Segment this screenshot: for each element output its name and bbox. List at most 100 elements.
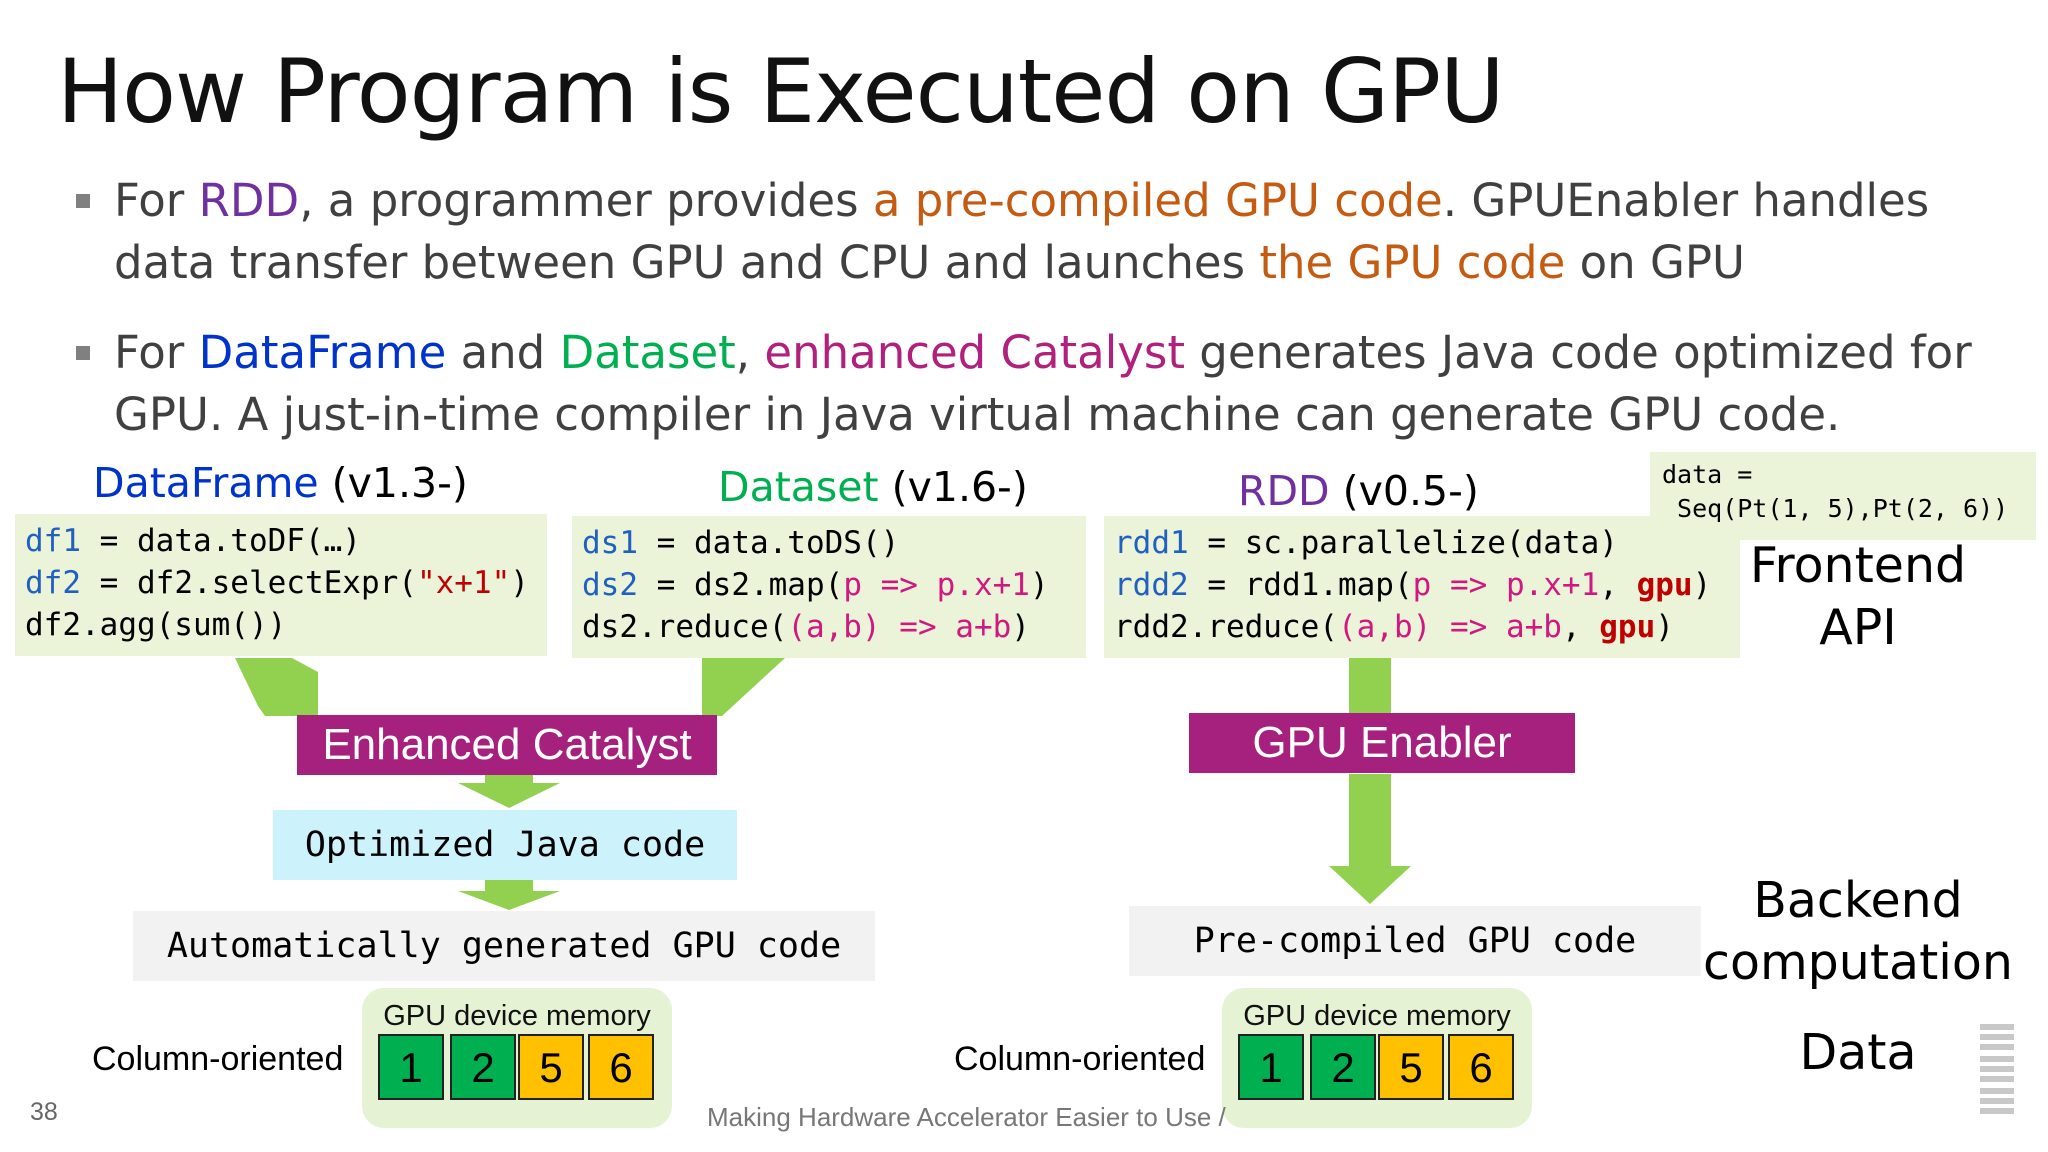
backend-computation-label: Backend computation xyxy=(1700,870,2016,994)
code-token: rdd1 xyxy=(1114,525,1189,561)
bullet-text: , a programmer provides xyxy=(299,174,873,227)
code-token: , xyxy=(1561,609,1600,645)
code-token: gpu xyxy=(1599,609,1656,645)
code-token: ds1 xyxy=(582,525,638,561)
code-token: = sc.parallelize(data) xyxy=(1188,525,1618,561)
bullet-text: on GPU xyxy=(1565,236,1745,289)
precompiled-term: a pre-compiled GPU code xyxy=(872,174,1443,227)
data-label: Data xyxy=(1799,1024,1917,1081)
code-token: = ds2.map( xyxy=(638,567,844,603)
enhanced-catalyst-box: Enhanced Catalyst xyxy=(297,715,717,775)
arrow-dataframe-to-catalyst xyxy=(235,658,318,716)
gpu-enabler-box: GPU Enabler xyxy=(1189,713,1575,773)
dataset-term: Dataset xyxy=(559,326,736,379)
dataframe-version: (v1.3-) xyxy=(318,459,468,507)
code-token: ) xyxy=(510,565,529,601)
rdd-code: rdd1 = sc.parallelize(data) rdd2 = rdd1.… xyxy=(1104,516,1740,658)
rdd-header: RDD (v0.5-) xyxy=(1238,467,1479,515)
dataframe-term: DataFrame xyxy=(198,326,447,379)
arrow-java-to-gpucode xyxy=(458,879,560,910)
code-token: "x+1" xyxy=(416,565,511,601)
column-oriented-label-right: Column-oriented xyxy=(954,1040,1206,1078)
bullet-text: For xyxy=(114,326,199,379)
memory-cell: 5 xyxy=(1378,1034,1444,1100)
code-token: ) xyxy=(1692,567,1712,603)
code-token: rdd2 xyxy=(1114,567,1189,603)
code-token: p => p.x+1 xyxy=(1412,567,1600,603)
code-token: = data.toDS() xyxy=(638,525,900,561)
label-line: Frontend xyxy=(1749,537,1967,594)
memory-cell: 2 xyxy=(450,1034,516,1100)
code-token: data = xyxy=(1662,460,1753,489)
code-token: ) xyxy=(1029,567,1049,603)
gpu-memory-title: GPU device memory xyxy=(1243,1000,1511,1032)
dataset-header: Dataset (v1.6-) xyxy=(718,463,1028,511)
label-line: computation xyxy=(1703,934,2013,991)
dataset-name: Dataset xyxy=(718,463,879,511)
optimized-java-box: Optimized Java code xyxy=(273,810,737,880)
bullet-dataframe: For DataFrame and Dataset, enhanced Cata… xyxy=(76,322,2036,446)
bullet-text: data transfer between GPU and CPU and la… xyxy=(114,236,1260,289)
gpu-memory-title: GPU device memory xyxy=(383,1000,651,1032)
code-token: , xyxy=(1599,567,1637,603)
gpu-memory-right: GPU device memory 1 2 5 6 xyxy=(1222,988,1532,1128)
code-token: Seq(Pt(1, 5),Pt(2, 6)) xyxy=(1662,494,2009,523)
rdd-term: RDD xyxy=(198,174,300,227)
dataset-version: (v1.6-) xyxy=(878,463,1028,511)
ibm-logo-icon xyxy=(1976,1022,2018,1116)
frontend-api-label: Frontend API xyxy=(1740,535,1976,659)
footer-caption: Making Hardware Accelerator Easier to Us… xyxy=(707,1102,1226,1132)
memory-cell: 1 xyxy=(1238,1034,1304,1100)
code-token: ds2 xyxy=(582,567,638,603)
bullet-text: , xyxy=(735,326,765,379)
code-token: = rdd1.map( xyxy=(1188,567,1413,603)
arrow-rdd-to-enabler xyxy=(1349,658,1391,716)
code-token: df1 xyxy=(25,523,81,559)
label-line: Backend xyxy=(1753,872,1963,929)
code-token: = data.toDF(…) xyxy=(81,523,361,559)
page-number: 38 xyxy=(30,1098,58,1126)
code-token: (a,b) => a+b xyxy=(787,609,1012,645)
gpu-memory-left: GPU device memory 1 2 5 6 xyxy=(362,988,672,1128)
code-token: ) xyxy=(1011,609,1030,645)
arrow-catalyst-to-java xyxy=(458,774,560,808)
memory-cell: 5 xyxy=(518,1034,584,1100)
arrow-dataset-to-catalyst xyxy=(702,658,785,716)
code-token: = df2.selectExpr( xyxy=(81,565,417,601)
gpu-code-term: the GPU code xyxy=(1259,236,1566,289)
bullet-text: . GPUEnabler handles xyxy=(1442,174,1930,227)
code-token: gpu xyxy=(1636,567,1693,603)
dataset-code: ds1 = data.toDS() ds2 = ds2.map(p => p.x… xyxy=(572,516,1086,658)
bullet-text: GPU. A just-in-time compiler in Java vir… xyxy=(114,388,1841,441)
memory-cell: 1 xyxy=(378,1034,444,1100)
label-line: API xyxy=(1819,599,1897,656)
bullet-square-icon xyxy=(76,346,90,360)
bullet-rdd: For RDD, a programmer provides a pre-com… xyxy=(76,170,2036,294)
code-token: df2 xyxy=(25,565,81,601)
code-token: rdd2.reduce( xyxy=(1114,609,1338,645)
memory-cell: 6 xyxy=(588,1034,654,1100)
slide-title: How Program is Executed on GPU xyxy=(57,40,1504,143)
memory-cell: 2 xyxy=(1310,1034,1376,1100)
code-token: p => p.x+1 xyxy=(843,567,1030,603)
rdd-version: (v0.5-) xyxy=(1329,467,1479,515)
catalyst-term: enhanced Catalyst xyxy=(764,326,1185,379)
memory-cell: 6 xyxy=(1448,1034,1514,1100)
rdd-name: RDD xyxy=(1238,467,1330,515)
data-definition: data = Seq(Pt(1, 5),Pt(2, 6)) xyxy=(1650,452,2036,540)
code-token: ds2.reduce( xyxy=(582,609,788,645)
bullet-text: and xyxy=(446,326,560,379)
bullet-square-icon xyxy=(76,194,90,208)
precompiled-gpu-code-box: Pre-compiled GPU code xyxy=(1129,906,1701,976)
column-oriented-label-left: Column-oriented xyxy=(92,1040,344,1078)
dataframe-header: DataFrame (v1.3-) xyxy=(93,459,468,507)
auto-gpu-code-box: Automatically generated GPU code xyxy=(133,911,875,981)
arrow-enabler-to-precompiled xyxy=(1329,774,1411,904)
bullet-text: generates Java code optimized for xyxy=(1184,326,1972,379)
dataframe-code: df1 = data.toDF(…) df2 = df2.selectExpr(… xyxy=(15,514,547,656)
bullet-text: For xyxy=(114,174,199,227)
code-token: df2.agg(sum()) xyxy=(25,607,287,643)
dataframe-name: DataFrame xyxy=(93,459,319,507)
code-token: (a,b) => a+b xyxy=(1337,609,1562,645)
